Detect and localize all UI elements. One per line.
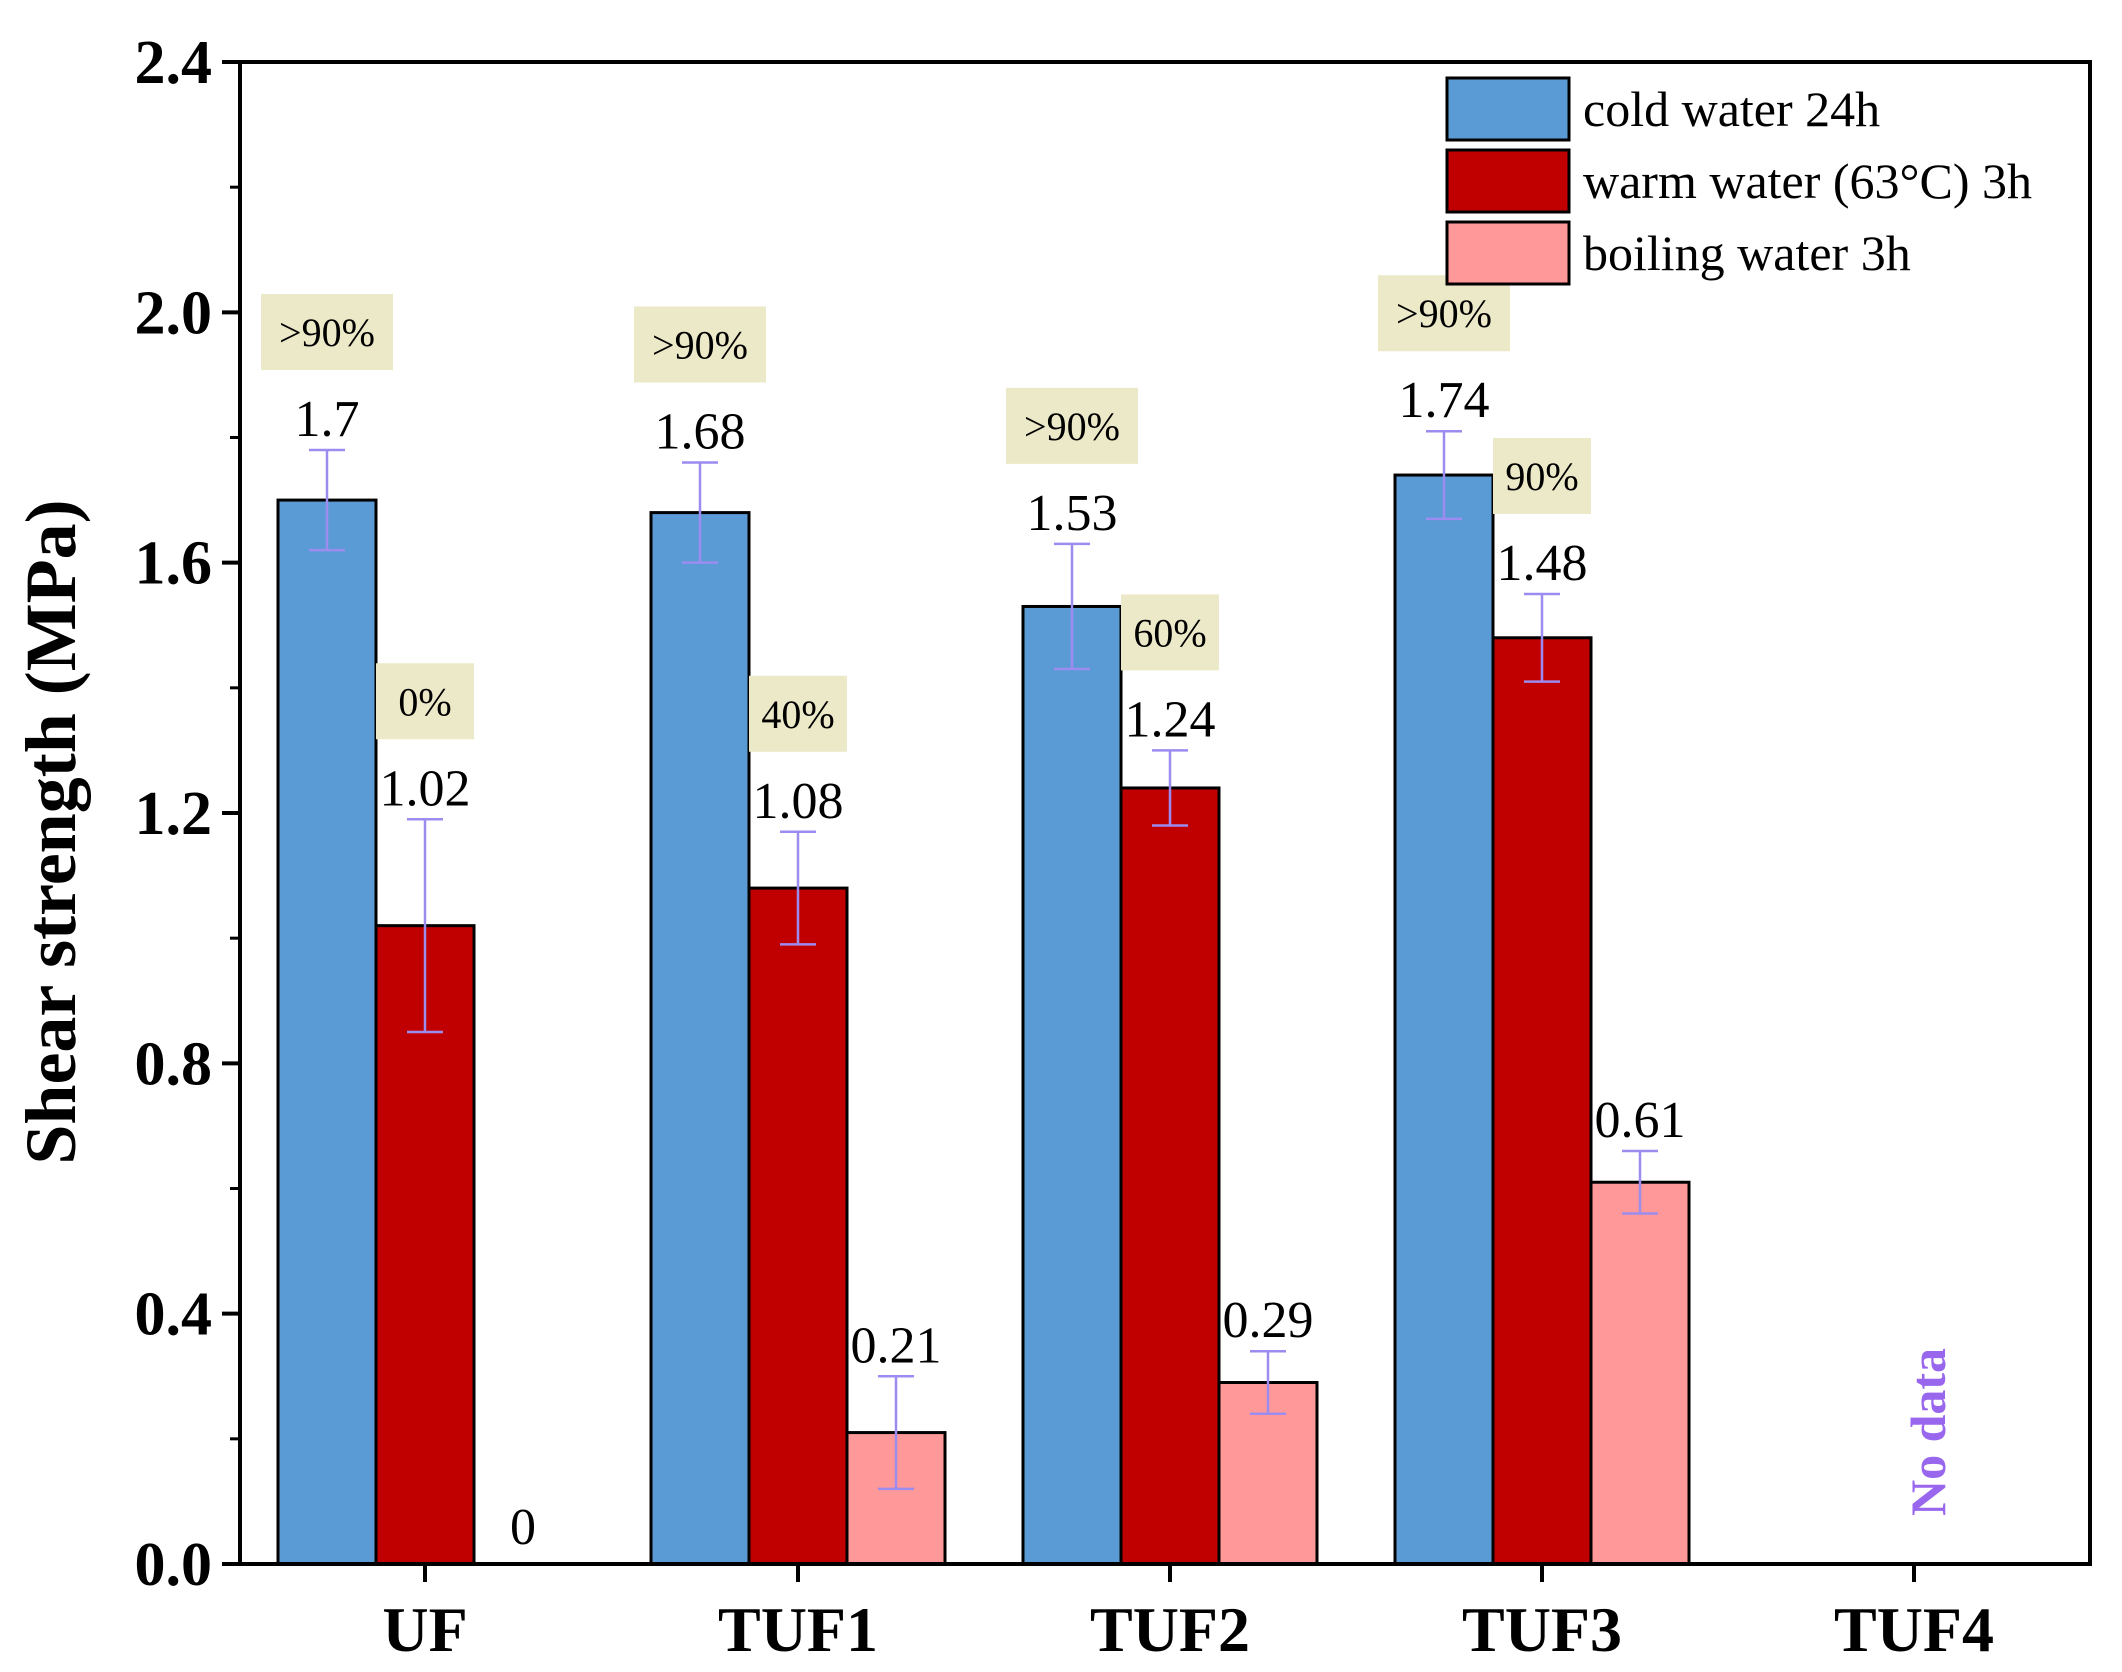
value-label-uf-series-1: 1.02 [380, 760, 471, 817]
retention-text: 40% [761, 692, 834, 737]
legend-swatch [1445, 148, 1571, 214]
legend: cold water 24h warm water (63°C) 3h boilin… [1445, 76, 2032, 286]
retention-text: 90% [1505, 454, 1578, 499]
retention-text: >90% [1396, 291, 1492, 336]
legend-swatch [1445, 76, 1571, 142]
error-bar-tuf3-series-2 [1622, 1149, 1658, 1215]
value-label-tuf2-series-0: 1.53 [1027, 485, 1118, 542]
x-tick-label-uf: UF [382, 1594, 467, 1665]
retention-badge-tuf3-series-0: >90% [1378, 275, 1510, 352]
legend-item-series-2: boiling water 3h [1445, 220, 1911, 286]
x-tick-label-tuf3: TUF3 [1462, 1594, 1622, 1665]
legend-label: cold water 24h [1583, 81, 1880, 137]
legend-item-series-1: warm water (63°C) 3h [1445, 148, 2032, 214]
error-bar-tuf1-series-0 [682, 461, 718, 564]
error-bar-tuf2-series-1 [1152, 749, 1188, 827]
bar-tuf2-series-0 [1021, 604, 1123, 1566]
value-label-uf-series-2: 0 [510, 1499, 536, 1556]
y-tick-label: 0.4 [135, 1281, 213, 1349]
value-label-tuf3-series-2: 0.61 [1595, 1092, 1686, 1149]
legend-label: boiling water 3h [1583, 225, 1911, 281]
legend-label: warm water (63°C) 3h [1583, 153, 2032, 209]
y-axis-title: Shear strength (MPa) [11, 499, 91, 1164]
retention-text: >90% [279, 310, 375, 355]
bar-tuf3-series-1 [1491, 636, 1593, 1566]
bar-uf-series-0 [276, 498, 378, 1566]
value-label-uf-series-0: 1.7 [295, 391, 360, 448]
x-tick-label-tuf1: TUF1 [718, 1594, 878, 1665]
retention-badge-uf-series-0: >90% [261, 294, 393, 371]
retention-badge-tuf1-series-1: 40% [749, 675, 847, 752]
error-bar-tuf3-series-0 [1426, 429, 1462, 521]
error-bars-layer [309, 429, 1658, 1491]
y-tick-label: 2.4 [135, 29, 213, 97]
error-bar-tuf2-series-0 [1054, 542, 1090, 671]
x-tick-label-tuf2: TUF2 [1090, 1594, 1250, 1665]
value-labels-layer: 1.7 1.68 1.53 1.74 1.02 1.08 1.24 1.48 0 0.21 0.29… [295, 372, 1686, 1556]
retention-text: >90% [652, 323, 748, 368]
y-tick-label: 0.8 [135, 1030, 213, 1098]
bar-tuf1-series-0 [649, 511, 751, 1566]
error-bar-tuf3-series-1 [1524, 592, 1560, 683]
error-bar-uf-series-1 [407, 818, 443, 1034]
retention-text: >90% [1024, 404, 1120, 449]
error-bar-tuf2-series-2 [1250, 1349, 1286, 1416]
retention-text: 60% [1133, 610, 1206, 655]
error-bar-tuf1-series-2 [878, 1375, 914, 1491]
retention-badge-tuf2-series-1: 60% [1121, 594, 1219, 671]
y-tick-label: 1.2 [135, 780, 213, 848]
retention-text: 0% [398, 679, 451, 724]
value-label-tuf1-series-2: 0.21 [851, 1317, 942, 1374]
bar-tuf1-series-1 [747, 886, 849, 1566]
legend-item-series-0: cold water 24h [1445, 76, 1880, 142]
retention-badge-uf-series-1: 0% [376, 663, 474, 740]
retention-badge-tuf3-series-1: 90% [1493, 437, 1591, 514]
bar-tuf3-series-2 [1589, 1180, 1691, 1566]
y-tick-label: 0.0 [135, 1531, 213, 1599]
x-tick-label-tuf4: TUF4 [1834, 1594, 1994, 1665]
value-label-tuf3-series-0: 1.74 [1399, 372, 1490, 429]
value-label-tuf3-series-1: 1.48 [1497, 535, 1588, 592]
annotations-layer: >90% 0% >90% 40% >90% 60% >90% 90% No data [261, 275, 1956, 1516]
value-label-tuf2-series-2: 0.29 [1223, 1292, 1314, 1349]
retention-badge-tuf1-series-0: >90% [634, 306, 766, 383]
error-bar-uf-series-0 [309, 448, 345, 552]
error-bar-tuf1-series-1 [780, 830, 816, 946]
value-label-tuf2-series-1: 1.24 [1125, 691, 1216, 748]
y-tick-label: 1.6 [135, 530, 213, 598]
value-label-tuf1-series-0: 1.68 [655, 404, 746, 461]
bar-tuf2-series-1 [1119, 786, 1221, 1566]
legend-swatch [1445, 220, 1571, 286]
bars-layer [276, 473, 1691, 1566]
axes-layer: 0.0 0.4 0.8 1.2 1.6 2.0 2.4 UF TUF1 TUF2 TUF3 TUF4 [135, 29, 2092, 1665]
bar-tuf3-series-0 [1393, 473, 1495, 1566]
y-tick-label: 2.0 [135, 279, 213, 347]
retention-badge-tuf2-series-0: >90% [1006, 387, 1138, 464]
no-data-label: No data [1900, 1348, 1956, 1516]
value-label-tuf1-series-1: 1.08 [753, 773, 844, 830]
